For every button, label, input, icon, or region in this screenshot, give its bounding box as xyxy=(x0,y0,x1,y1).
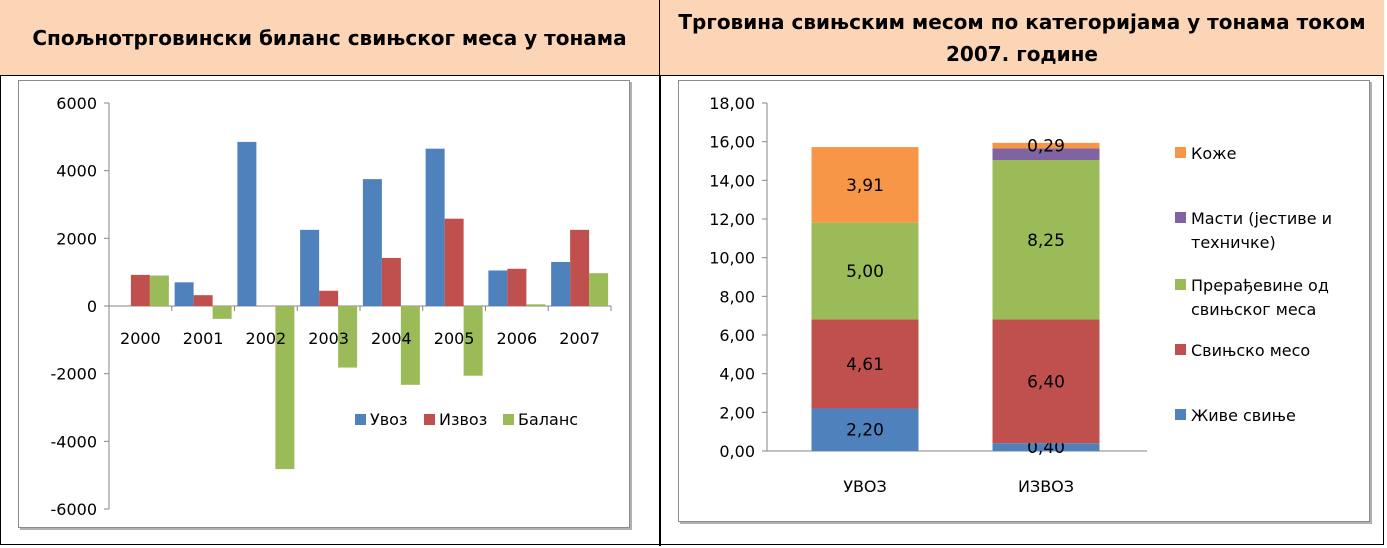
stacked-segment xyxy=(992,160,1100,320)
stacked-segment xyxy=(992,443,1100,451)
legend-label: Извоз xyxy=(439,410,487,429)
bar xyxy=(193,295,213,306)
x-tick-label: 2000 xyxy=(120,329,161,348)
y-tick-label: 12,00 xyxy=(709,210,755,229)
bar xyxy=(526,304,546,306)
legend-label: Баланс xyxy=(518,410,578,429)
legend-swatch xyxy=(355,414,366,425)
bar xyxy=(425,148,445,306)
stacked-segment xyxy=(992,142,1100,149)
y-tick-label: -4000 xyxy=(51,432,98,451)
data-label: 2,20 xyxy=(846,421,884,441)
y-tick-label: 8,00 xyxy=(719,287,755,306)
left-chart-header: Спољнотрговински биланс свињског меса у … xyxy=(0,0,660,76)
right-chart-title: Трговина свињским месом по категоријама … xyxy=(678,9,1366,66)
bar xyxy=(212,306,232,319)
panel-divider xyxy=(659,76,661,546)
y-tick-label: -2000 xyxy=(51,365,98,384)
data-label: 8,25 xyxy=(1027,231,1065,251)
y-tick-label: 4,00 xyxy=(719,365,755,384)
y-tick-label: 2,00 xyxy=(719,403,755,422)
data-label: 5,00 xyxy=(846,262,884,282)
legend-label: Коже xyxy=(1191,144,1236,163)
legend-swatch xyxy=(424,414,435,425)
data-label: 4,61 xyxy=(846,355,884,375)
bar xyxy=(507,268,527,306)
x-tick-label: ИЗВОЗ xyxy=(1018,477,1074,496)
x-tick-label: 2003 xyxy=(308,329,349,348)
legend-swatch xyxy=(1175,344,1186,355)
trade-balance-chart: 6000 4000 2000 0 -2000 -4000 -6000 2000 2001 2002… xyxy=(51,94,612,519)
y-tick-label: 2000 xyxy=(56,229,97,248)
y-tick-label: -6000 xyxy=(51,500,98,519)
bar xyxy=(488,270,508,306)
stacked-segment xyxy=(811,319,919,409)
stacked-segment xyxy=(992,148,1100,161)
x-tick-label: 2005 xyxy=(434,329,475,348)
x-tick-label: УВОЗ xyxy=(843,477,887,496)
bar xyxy=(130,274,150,306)
bar xyxy=(551,262,571,306)
bar xyxy=(338,306,358,368)
bar xyxy=(400,306,420,385)
bar xyxy=(444,218,464,306)
bar xyxy=(589,273,609,306)
legend-label: техничке) xyxy=(1191,233,1276,252)
bar xyxy=(570,229,590,306)
legend-label: Живе свиње xyxy=(1191,406,1296,425)
right-chart-header: Трговина свињским месом по категоријама … xyxy=(660,0,1384,76)
x-tick-label: 2006 xyxy=(497,329,538,348)
legend-label: Масти (јестиве и xyxy=(1191,209,1332,228)
category-chart-box: 18,00 16,00 14,00 12,00 10,00 8,00 6,00 4,00 2,0… xyxy=(678,80,1370,522)
x-tick-label: 2007 xyxy=(559,329,600,348)
data-label: 3,91 xyxy=(846,176,884,196)
legend-swatch xyxy=(1175,409,1186,420)
legend-label: Увоз xyxy=(370,410,407,429)
bar xyxy=(463,306,483,376)
stacked-segment xyxy=(811,222,919,320)
legend-label: Прерађевине од xyxy=(1191,276,1329,295)
legend-label: Свињско месо xyxy=(1191,341,1310,360)
legend-swatch xyxy=(1175,212,1186,223)
y-tick-label: 6,00 xyxy=(719,326,755,345)
x-tick-label: 2002 xyxy=(246,329,287,348)
x-tick-label: 2001 xyxy=(183,329,224,348)
bar xyxy=(174,282,194,306)
y-tick-label: 4000 xyxy=(56,162,97,181)
legend-swatch xyxy=(503,414,514,425)
data-label: 6,40 xyxy=(1027,372,1065,392)
stacked-segment xyxy=(811,147,919,223)
bar xyxy=(237,141,257,306)
bar xyxy=(319,290,339,306)
bar xyxy=(362,179,382,306)
bar xyxy=(149,275,169,306)
legend-swatch xyxy=(1175,147,1186,158)
category-stacked-chart: 18,00 16,00 14,00 12,00 10,00 8,00 6,00 4,00 2,0… xyxy=(709,94,1332,496)
legend-swatch xyxy=(1175,279,1186,290)
stacked-segment xyxy=(811,408,919,451)
bar xyxy=(300,229,320,306)
data-label: 0,29 xyxy=(1027,137,1065,157)
x-tick-label: 2004 xyxy=(371,329,412,348)
stacked-segment xyxy=(992,319,1100,444)
y-tick-label: 0 xyxy=(87,297,97,316)
bar xyxy=(381,257,401,306)
y-tick-label: 6000 xyxy=(56,94,97,113)
y-tick-label: 10,00 xyxy=(709,249,755,268)
bar xyxy=(275,306,295,470)
left-chart-title: Спољнотрговински биланс свињског меса у … xyxy=(32,25,627,50)
trade-balance-chart-box: 6000 4000 2000 0 -2000 -4000 -6000 2000 2001 2002… xyxy=(18,80,630,528)
y-tick-label: 14,00 xyxy=(709,171,755,190)
y-tick-label: 18,00 xyxy=(709,94,755,113)
y-tick-label: 16,00 xyxy=(709,133,755,152)
y-tick-label: 0,00 xyxy=(719,442,755,461)
legend-label: свињског меса xyxy=(1191,300,1316,319)
